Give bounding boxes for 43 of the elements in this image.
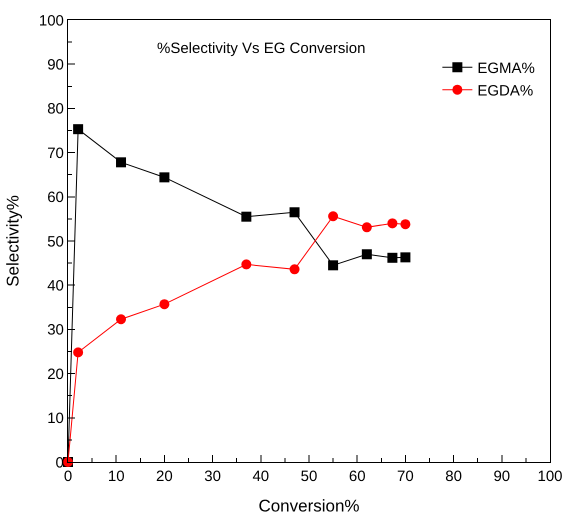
point bbox=[159, 299, 170, 310]
x-tick-label: 30 bbox=[204, 468, 221, 486]
y-tick-label: 20 bbox=[47, 366, 64, 383]
x-tick-label: 50 bbox=[300, 468, 318, 486]
x-axis-title: Conversion% bbox=[258, 496, 360, 516]
y-tick-label: 90 bbox=[47, 56, 64, 74]
x-tick-label: 80 bbox=[445, 468, 462, 486]
point bbox=[73, 347, 84, 358]
x-tick-label: 40 bbox=[252, 468, 270, 486]
y-tick-label: 80 bbox=[47, 100, 64, 118]
y-tick-label: 70 bbox=[47, 144, 64, 162]
x-tick-label: 70 bbox=[397, 468, 414, 486]
legend-label: EGMA% bbox=[477, 60, 535, 78]
x-tick-label: 100 bbox=[537, 468, 563, 486]
point bbox=[241, 212, 252, 222]
y-tick-label: 40 bbox=[47, 277, 64, 294]
point bbox=[362, 249, 372, 260]
point bbox=[116, 157, 126, 168]
y-tick-label: 100 bbox=[38, 12, 64, 30]
x-tick-label: 10 bbox=[108, 468, 125, 486]
x-tick-label: 60 bbox=[348, 468, 366, 486]
text: %Selectivity Vs EG Conversion bbox=[157, 40, 366, 57]
point bbox=[387, 218, 398, 228]
point bbox=[290, 264, 300, 274]
x-tick-label: 90 bbox=[493, 468, 510, 486]
point bbox=[73, 124, 84, 134]
point bbox=[116, 314, 126, 324]
y-tick-label: 60 bbox=[47, 189, 64, 206]
point bbox=[328, 260, 338, 270]
point bbox=[362, 222, 372, 232]
x-tick-label: 20 bbox=[156, 468, 173, 486]
point bbox=[290, 207, 300, 218]
point bbox=[400, 219, 410, 230]
point bbox=[159, 172, 170, 182]
y-axis-title: Selectivity% bbox=[3, 195, 22, 287]
point bbox=[400, 252, 410, 262]
y-tick-label: 50 bbox=[47, 233, 64, 250]
y-tick-label: 10 bbox=[47, 410, 64, 428]
y-tick-label: 30 bbox=[47, 322, 64, 339]
legend-label: EGDA% bbox=[477, 82, 534, 100]
point bbox=[328, 211, 338, 222]
point bbox=[387, 252, 398, 263]
point bbox=[241, 259, 252, 270]
